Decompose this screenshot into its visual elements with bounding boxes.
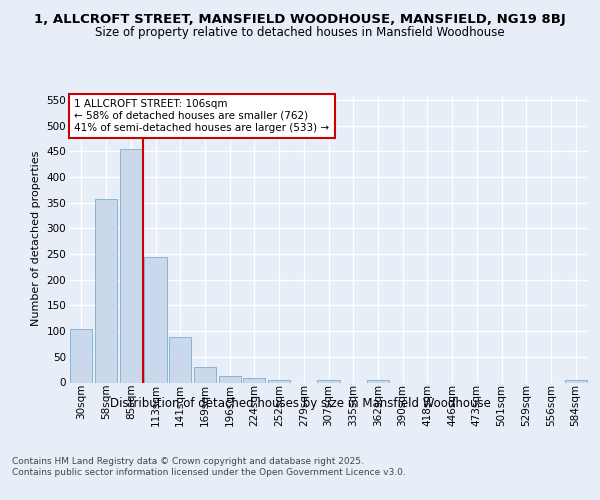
Bar: [169, 338, 191, 382]
Text: 1 ALLCROFT STREET: 106sqm
← 58% of detached houses are smaller (762)
41% of semi: 1 ALLCROFT STREET: 106sqm ← 58% of detac…: [74, 100, 329, 132]
Text: Distribution of detached houses by size in Mansfield Woodhouse: Distribution of detached houses by size …: [110, 398, 490, 410]
Bar: [119, 149, 142, 382]
Bar: [145, 256, 167, 382]
Text: Size of property relative to detached houses in Mansfield Woodhouse: Size of property relative to detached ho…: [95, 26, 505, 39]
Text: 1, ALLCROFT STREET, MANSFIELD WOODHOUSE, MANSFIELD, NG19 8BJ: 1, ALLCROFT STREET, MANSFIELD WOODHOUSE,…: [34, 12, 566, 26]
Bar: [565, 380, 587, 382]
Bar: [317, 380, 340, 382]
Bar: [243, 378, 265, 382]
Bar: [70, 328, 92, 382]
Bar: [268, 380, 290, 382]
Bar: [95, 199, 117, 382]
Bar: [367, 380, 389, 382]
Bar: [194, 367, 216, 382]
Y-axis label: Number of detached properties: Number of detached properties: [31, 151, 41, 326]
Bar: [218, 376, 241, 382]
Text: Contains HM Land Registry data © Crown copyright and database right 2025.
Contai: Contains HM Land Registry data © Crown c…: [12, 458, 406, 477]
